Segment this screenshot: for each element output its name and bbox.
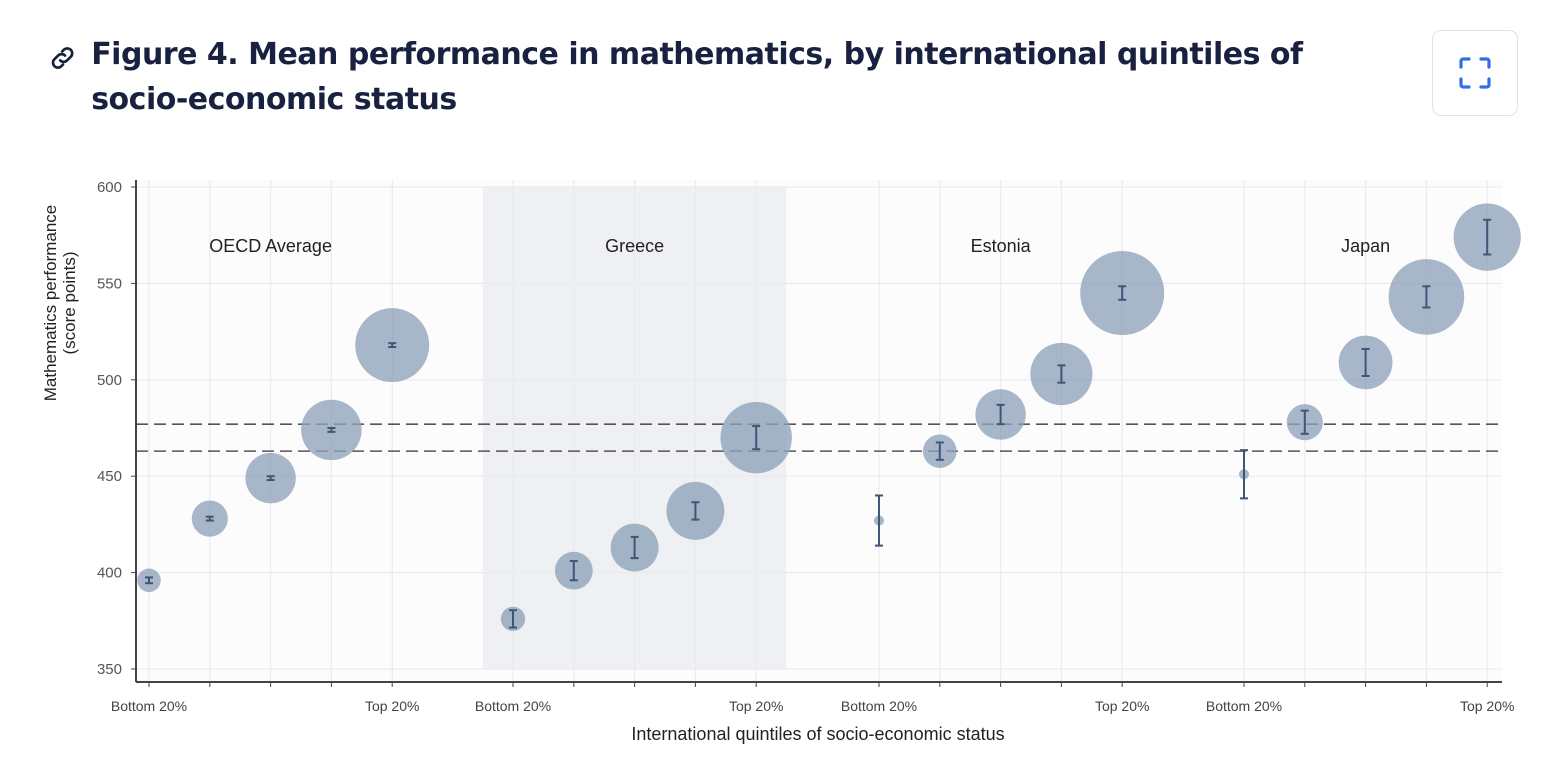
y-tick-label: 350 xyxy=(97,661,122,678)
x-tick-label: Bottom 20% xyxy=(841,698,917,714)
bubble xyxy=(191,500,228,537)
x-tick-label: Top 20% xyxy=(1460,698,1514,714)
bubble xyxy=(137,568,161,593)
y-tick-label: 450 xyxy=(97,468,122,485)
y-axis-label-line2: (score points) xyxy=(60,252,79,355)
highlight-band xyxy=(483,187,787,669)
bubble xyxy=(873,515,885,526)
x-tick-label: Bottom 20% xyxy=(111,698,187,714)
x-axis-label: International quintiles of socio-economi… xyxy=(631,724,1004,744)
figure-title: Figure 4. Mean performance in mathematic… xyxy=(91,37,1303,117)
fullscreen-button[interactable] xyxy=(1432,30,1518,116)
bubble xyxy=(1388,259,1465,335)
bubble xyxy=(1080,251,1165,336)
bubble xyxy=(610,523,659,572)
group-label: Japan xyxy=(1341,236,1390,256)
x-tick-label: Bottom 20% xyxy=(1206,698,1282,714)
x-tick-label: Top 20% xyxy=(365,698,419,714)
x-tick-label: Top 20% xyxy=(1095,698,1149,714)
bubble xyxy=(720,401,792,474)
bubble xyxy=(666,481,725,540)
group-label: Greece xyxy=(605,236,664,256)
bubble xyxy=(554,551,593,590)
y-tick-label: 600 xyxy=(97,179,122,196)
group-label: Estonia xyxy=(971,236,1032,256)
y-axis-label-line1: Mathematics performance xyxy=(41,205,60,402)
bubble xyxy=(975,389,1026,440)
bubble xyxy=(1286,404,1323,441)
bubble xyxy=(355,308,430,383)
group-label: OECD Average xyxy=(209,236,332,256)
y-tick-label: 400 xyxy=(97,565,122,582)
x-tick-label: Top 20% xyxy=(729,698,783,714)
link-icon[interactable] xyxy=(48,40,77,76)
bubble xyxy=(301,399,362,461)
bubble xyxy=(1030,342,1093,406)
bubble xyxy=(1338,335,1393,390)
x-tick-label: Bottom 20% xyxy=(475,698,551,714)
y-tick-label: 550 xyxy=(97,275,122,292)
bubble xyxy=(245,452,296,504)
bubble xyxy=(1453,203,1521,271)
figure-header: Figure 4. Mean performance in mathematic… xyxy=(48,32,1378,122)
bubble xyxy=(500,606,526,632)
plot-background xyxy=(136,180,1502,682)
y-tick-label: 500 xyxy=(97,372,122,389)
fullscreen-icon xyxy=(1459,57,1491,89)
bubble xyxy=(923,434,957,468)
bubble xyxy=(1238,469,1250,480)
